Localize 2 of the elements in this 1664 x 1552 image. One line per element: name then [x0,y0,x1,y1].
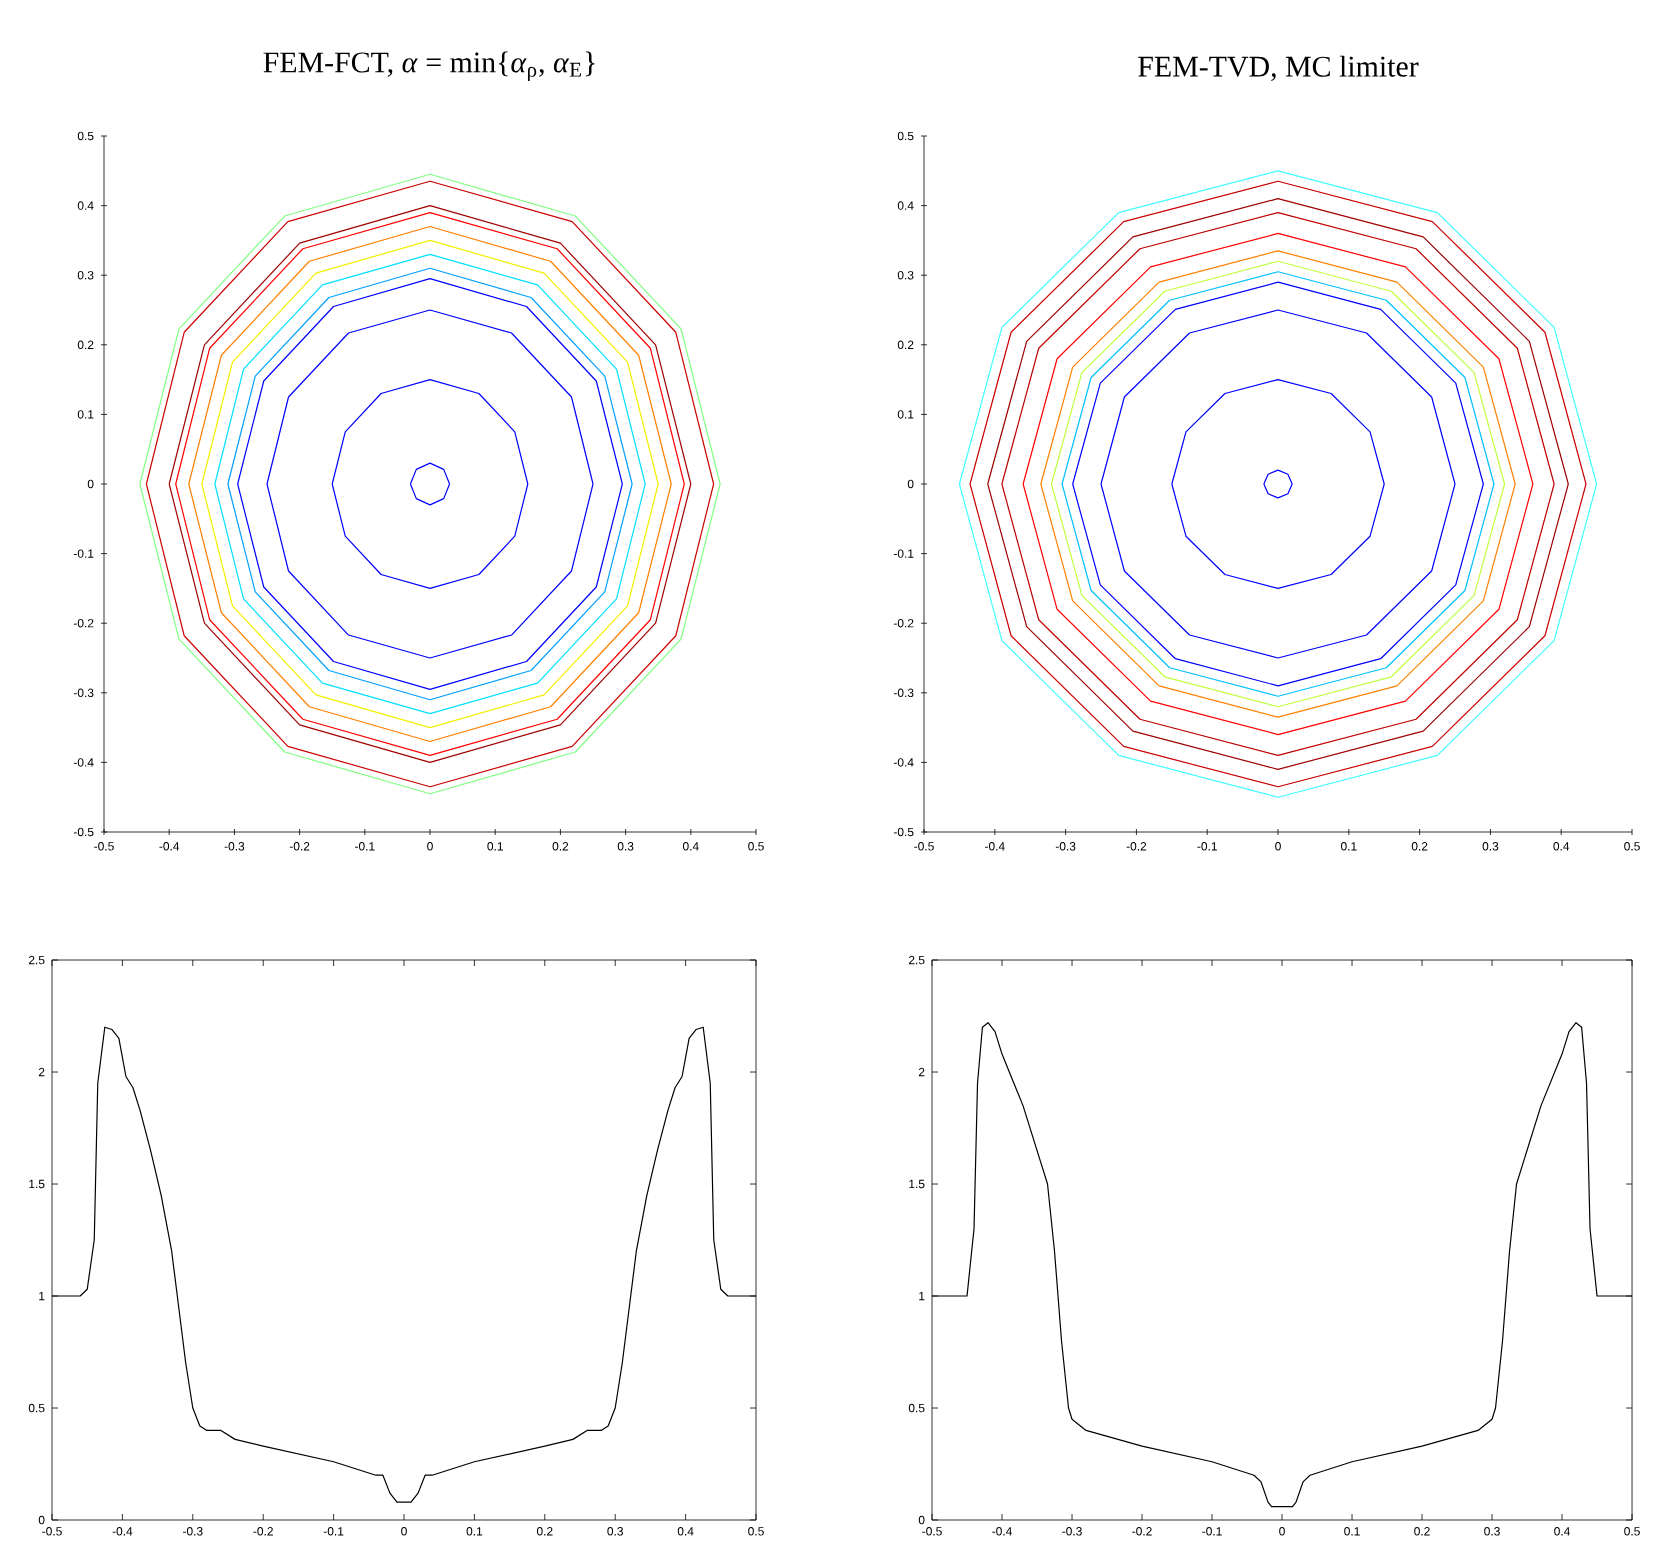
chart-title: FEM-TVD, MC limiter [1138,55,1419,81]
chart-title: FEM-FCT, α = min{α$_{ρ}$, α$_{E}$} [263,51,595,81]
